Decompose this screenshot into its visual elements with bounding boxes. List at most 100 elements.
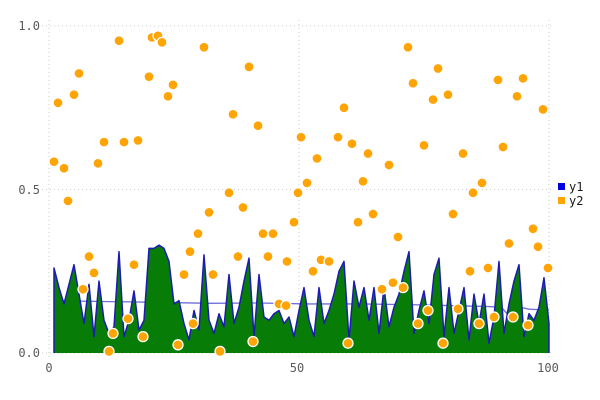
y2-scatter-point [342, 337, 354, 349]
y2-scatter-point [128, 259, 140, 271]
y2-scatter-point [58, 162, 70, 174]
y2-scatter-point [98, 136, 110, 148]
legend-entry-y2: y2 [558, 194, 583, 207]
y2-scatter-point [532, 241, 544, 253]
y2-legend-swatch-icon [558, 197, 565, 204]
y2-scatter-point [352, 216, 364, 228]
y2-scatter-point [48, 156, 60, 168]
y2-scatter-point [252, 120, 264, 132]
y2-scatter-point [473, 317, 485, 330]
y2-scatter-point [156, 36, 168, 48]
y2-scatter-point [407, 77, 419, 89]
y2-scatter-point [376, 283, 388, 295]
y2-scatter-point [442, 89, 454, 101]
y2-scatter-point [172, 339, 184, 351]
y2-scatter-point [412, 317, 424, 330]
y2-scatter-point [323, 255, 335, 268]
y2-scatter-point [178, 268, 190, 281]
y2-scatter-point [492, 74, 504, 86]
y2-scatter-point [167, 79, 179, 91]
y2-scatter-point [311, 152, 323, 165]
y2-scatter-point [467, 187, 479, 199]
y2-scatter-point [88, 267, 100, 279]
y2-scatter-point [497, 141, 509, 153]
y2-scatter-point [207, 268, 219, 281]
y2-scatter-point [237, 201, 249, 214]
y2-scatter-point [52, 97, 64, 109]
y2-scatter-point [476, 177, 488, 189]
y2-scatter-point [187, 317, 199, 330]
y2-scatter-point [162, 90, 174, 102]
y2-scatter-point [73, 67, 85, 80]
y2-scatter-point [262, 250, 274, 263]
y2-scatter-point [427, 93, 439, 106]
y2-scatter-point [397, 281, 409, 294]
y2-scatter-point [367, 208, 379, 220]
y2-scatter-point [464, 265, 476, 277]
y2-scatter-point [107, 327, 119, 340]
y2-scatter-point [432, 62, 444, 75]
y2-scatter-point [267, 227, 279, 240]
y2-scatter-point [452, 303, 464, 315]
y2-scatter-point [214, 345, 226, 358]
y2-scatter-point [387, 277, 399, 289]
y2-scatter-point [203, 206, 215, 219]
y2-scatter-point [247, 335, 259, 348]
y2-scatter-point [307, 265, 319, 277]
y2-scatter-point [113, 35, 125, 47]
y2-scatter-point [507, 311, 519, 323]
y2-scatter-point [227, 108, 239, 120]
y2-scatter-point [184, 245, 196, 258]
y2-scatter-point [402, 41, 414, 53]
y1-area-fill [54, 245, 549, 353]
x-axis-tick-0: 0 [45, 361, 53, 375]
y2-scatter-point [192, 227, 204, 240]
y2-scatter-point [103, 345, 115, 358]
y2-scatter-point [357, 175, 369, 187]
y2-scatter-point [257, 227, 269, 240]
y2-scatter-point [346, 138, 358, 150]
x-axis-tick-100: 100 [537, 361, 559, 375]
y2-scatter-point [295, 131, 307, 143]
legend-entry-y1: y1 [558, 180, 583, 193]
x-axis-tick-50: 50 [289, 361, 305, 375]
y2-scatter-point [280, 299, 292, 312]
y2-scatter-point [232, 250, 244, 263]
y2-scatter-point [503, 237, 515, 250]
y1-legend-swatch-icon [558, 183, 565, 190]
y2-scatter-point [457, 147, 469, 160]
y-axis-tick-1.0: 1.0 [18, 19, 40, 33]
y2-scatter-point [392, 231, 404, 243]
y2-scatter-point [83, 250, 95, 263]
y2-scatter-point [338, 102, 350, 114]
y2-scatter-point [243, 61, 255, 73]
y2-scatter-point [68, 89, 80, 101]
y2-scatter-point [418, 139, 430, 152]
y2-scatter-point [362, 147, 374, 160]
y2-scatter-point [488, 311, 500, 323]
y2-scatter-point [332, 131, 344, 143]
y2-scatter-point [447, 208, 459, 220]
y2-scatter-point [482, 262, 494, 274]
y2-scatter-point [143, 71, 155, 83]
legend-label-y1: y1 [569, 179, 584, 194]
y2-scatter-point [62, 195, 74, 207]
y2-scatter-point [383, 159, 395, 171]
y2-scatter-point [118, 136, 130, 148]
y2-scatter-point [292, 187, 304, 199]
y2-scatter-point [223, 187, 235, 199]
y2-scatter-point [542, 262, 554, 274]
y2-scatter-point [137, 330, 149, 343]
y2-scatter-point [527, 223, 539, 235]
y2-scatter-point [288, 216, 300, 228]
y2-scatter-point [537, 103, 549, 116]
y2-scatter-point [301, 177, 313, 189]
legend-label-y2: y2 [569, 193, 584, 208]
y2-scatter-point [77, 283, 89, 295]
y2-scatter-point [281, 255, 293, 268]
y2-scatter-point [522, 319, 534, 331]
y2-scatter-point [92, 157, 104, 169]
y1-area-outline [53, 244, 550, 353]
